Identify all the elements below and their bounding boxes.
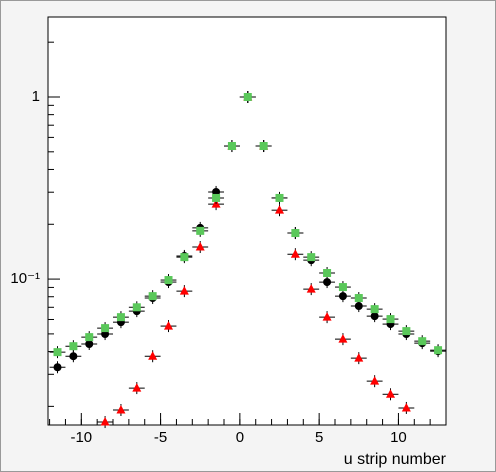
x-tick-label: 0 xyxy=(236,429,244,446)
point xyxy=(164,276,173,285)
point xyxy=(212,193,221,202)
x-tick-label: 5 xyxy=(315,429,323,446)
point xyxy=(69,352,78,361)
point xyxy=(434,346,443,355)
point xyxy=(101,324,110,333)
frame xyxy=(47,16,447,426)
y-tick-label: 10⁻¹ xyxy=(10,270,40,287)
point xyxy=(179,286,189,295)
point xyxy=(291,229,300,238)
point xyxy=(53,363,62,372)
point xyxy=(338,334,348,343)
point xyxy=(275,205,285,214)
point xyxy=(338,283,347,292)
point xyxy=(386,389,396,398)
point xyxy=(338,292,347,301)
point xyxy=(323,268,332,277)
x-tick-label: 10 xyxy=(390,429,407,446)
point xyxy=(370,376,380,385)
point xyxy=(85,333,94,342)
point xyxy=(323,278,332,287)
point xyxy=(307,253,316,262)
point xyxy=(243,92,252,101)
point xyxy=(116,313,125,322)
point xyxy=(306,284,316,293)
point xyxy=(275,193,284,202)
point xyxy=(370,312,379,321)
point xyxy=(227,142,236,151)
y-tick-label: 1 xyxy=(32,88,40,105)
point xyxy=(370,305,379,314)
point xyxy=(195,242,205,251)
point xyxy=(132,303,141,312)
point xyxy=(148,292,157,301)
point xyxy=(386,315,395,324)
x-tick-label: -10 xyxy=(70,429,92,446)
point xyxy=(148,351,158,360)
point xyxy=(100,417,110,426)
point xyxy=(132,383,142,392)
point xyxy=(354,353,364,362)
point xyxy=(116,405,126,414)
point xyxy=(85,340,94,349)
point xyxy=(259,142,268,151)
x-axis-label: u strip number xyxy=(344,451,447,468)
point xyxy=(418,337,427,346)
point xyxy=(402,327,411,336)
point xyxy=(164,321,174,330)
point xyxy=(196,226,205,235)
x-tick-label: -5 xyxy=(154,429,167,446)
point xyxy=(322,312,332,321)
point xyxy=(401,402,411,412)
point xyxy=(69,342,78,351)
point xyxy=(180,253,189,262)
point xyxy=(290,249,300,258)
point xyxy=(212,187,221,196)
point xyxy=(354,302,363,311)
point xyxy=(354,294,363,303)
point xyxy=(53,348,62,357)
